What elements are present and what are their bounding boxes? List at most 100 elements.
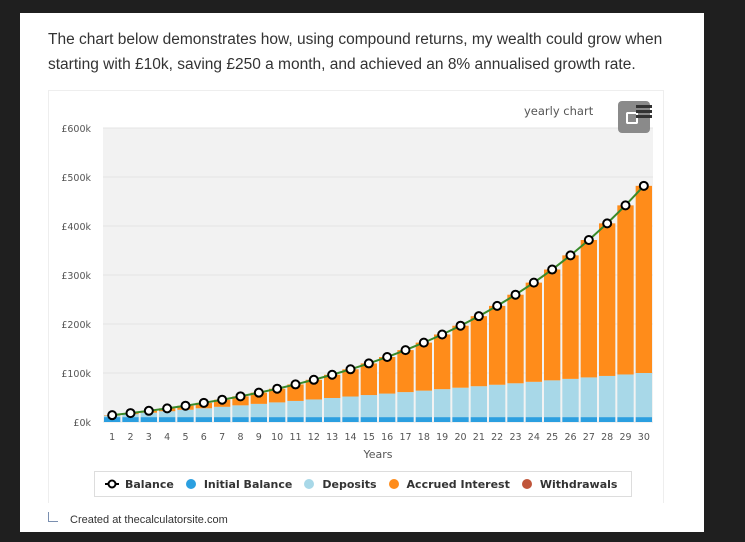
bar-accrued-interest[interactable] [525, 282, 542, 382]
bar-deposits[interactable] [195, 408, 212, 418]
balance-point[interactable] [565, 250, 576, 261]
bar-deposits[interactable] [360, 395, 377, 418]
balance-point[interactable] [473, 311, 484, 322]
balance-point[interactable] [620, 200, 631, 211]
balance-point[interactable] [180, 400, 191, 411]
bar-initial-balance[interactable] [140, 417, 157, 422]
bar-accrued-interest[interactable] [287, 384, 304, 401]
bar-accrued-interest[interactable] [452, 325, 469, 388]
balance-point[interactable] [272, 383, 283, 394]
bar-deposits[interactable] [415, 390, 432, 418]
bar-deposits[interactable] [159, 411, 176, 418]
bar-accrued-interest[interactable] [635, 185, 652, 373]
bar-accrued-interest[interactable] [599, 223, 616, 376]
balance-point[interactable] [253, 387, 264, 398]
bar-accrued-interest[interactable] [415, 342, 432, 391]
bar-initial-balance[interactable] [599, 417, 616, 422]
legend-item-accrued-interest[interactable]: Accrued Interest [388, 478, 510, 491]
bar-deposits[interactable] [342, 396, 359, 418]
bar-initial-balance[interactable] [562, 417, 579, 422]
bar-initial-balance[interactable] [232, 417, 249, 422]
bar-initial-balance[interactable] [324, 417, 341, 422]
balance-point[interactable] [418, 337, 429, 348]
bar-initial-balance[interactable] [287, 417, 304, 422]
bar-deposits[interactable] [434, 389, 451, 418]
bar-initial-balance[interactable] [360, 417, 377, 422]
bar-initial-balance[interactable] [617, 417, 634, 422]
bar-deposits[interactable] [562, 378, 579, 418]
bar-accrued-interest[interactable] [305, 379, 322, 400]
bar-deposits[interactable] [397, 392, 414, 418]
balance-point[interactable] [235, 391, 246, 402]
bar-accrued-interest[interactable] [489, 305, 506, 385]
bar-initial-balance[interactable] [635, 417, 652, 422]
balance-point[interactable] [162, 403, 173, 414]
balance-point[interactable] [345, 364, 356, 375]
bar-deposits[interactable] [489, 384, 506, 418]
bar-initial-balance[interactable] [177, 417, 194, 422]
bar-accrued-interest[interactable] [324, 374, 341, 398]
bar-initial-balance[interactable] [269, 417, 286, 422]
bar-accrued-interest[interactable] [379, 357, 396, 394]
bar-deposits[interactable] [452, 387, 469, 418]
bar-deposits[interactable] [250, 403, 267, 418]
balance-point[interactable] [290, 379, 301, 390]
hamburger-menu-icon[interactable] [636, 105, 652, 120]
balance-point[interactable] [143, 405, 154, 416]
bar-initial-balance[interactable] [525, 417, 542, 422]
bar-deposits[interactable] [324, 397, 341, 418]
balance-point[interactable] [363, 358, 374, 369]
bar-deposits[interactable] [525, 381, 542, 418]
bar-deposits[interactable] [177, 409, 194, 418]
balance-point[interactable] [638, 180, 649, 191]
bar-deposits[interactable] [232, 405, 249, 418]
bar-deposits[interactable] [214, 406, 231, 418]
bar-deposits[interactable] [470, 386, 487, 418]
bar-initial-balance[interactable] [250, 417, 267, 422]
bar-deposits[interactable] [305, 399, 322, 418]
bar-deposits[interactable] [617, 374, 634, 418]
balance-point[interactable] [107, 410, 118, 421]
bar-initial-balance[interactable] [397, 417, 414, 422]
bar-initial-balance[interactable] [159, 417, 176, 422]
balance-point[interactable] [327, 369, 338, 380]
bar-initial-balance[interactable] [122, 417, 139, 422]
bar-accrued-interest[interactable] [507, 294, 524, 384]
balance-point[interactable] [510, 289, 521, 300]
bar-accrued-interest[interactable] [434, 334, 451, 390]
bar-accrued-interest[interactable] [269, 388, 286, 403]
bar-initial-balance[interactable] [489, 417, 506, 422]
bar-deposits[interactable] [635, 373, 652, 418]
bar-initial-balance[interactable] [452, 417, 469, 422]
balance-point[interactable] [308, 374, 319, 385]
bar-deposits[interactable] [580, 377, 597, 418]
fullscreen-expand-icon[interactable] [626, 112, 638, 124]
legend-item-initial-balance[interactable]: Initial Balance [185, 478, 292, 491]
bar-initial-balance[interactable] [214, 417, 231, 422]
balance-point[interactable] [437, 329, 448, 340]
balance-point[interactable] [547, 264, 558, 275]
balance-point[interactable] [492, 300, 503, 311]
bar-initial-balance[interactable] [470, 417, 487, 422]
bar-initial-balance[interactable] [342, 417, 359, 422]
bar-accrued-interest[interactable] [360, 363, 377, 396]
bar-deposits[interactable] [544, 380, 561, 418]
balance-point[interactable] [400, 345, 411, 356]
chart-menu-button[interactable] [618, 101, 652, 133]
bar-accrued-interest[interactable] [580, 239, 597, 378]
bar-accrued-interest[interactable] [544, 269, 561, 381]
bar-accrued-interest[interactable] [250, 392, 267, 404]
balance-point[interactable] [217, 394, 228, 405]
bar-initial-balance[interactable] [580, 417, 597, 422]
balance-point[interactable] [455, 320, 466, 331]
bar-initial-balance[interactable] [379, 417, 396, 422]
bar-initial-balance[interactable] [544, 417, 561, 422]
bar-accrued-interest[interactable] [342, 369, 359, 397]
bar-deposits[interactable] [507, 383, 524, 418]
balance-point[interactable] [382, 352, 393, 363]
bar-initial-balance[interactable] [195, 417, 212, 422]
bar-initial-balance[interactable] [305, 417, 322, 422]
balance-point[interactable] [198, 397, 209, 408]
legend-item-withdrawals[interactable]: Withdrawals [521, 478, 617, 491]
bar-deposits[interactable] [379, 393, 396, 418]
